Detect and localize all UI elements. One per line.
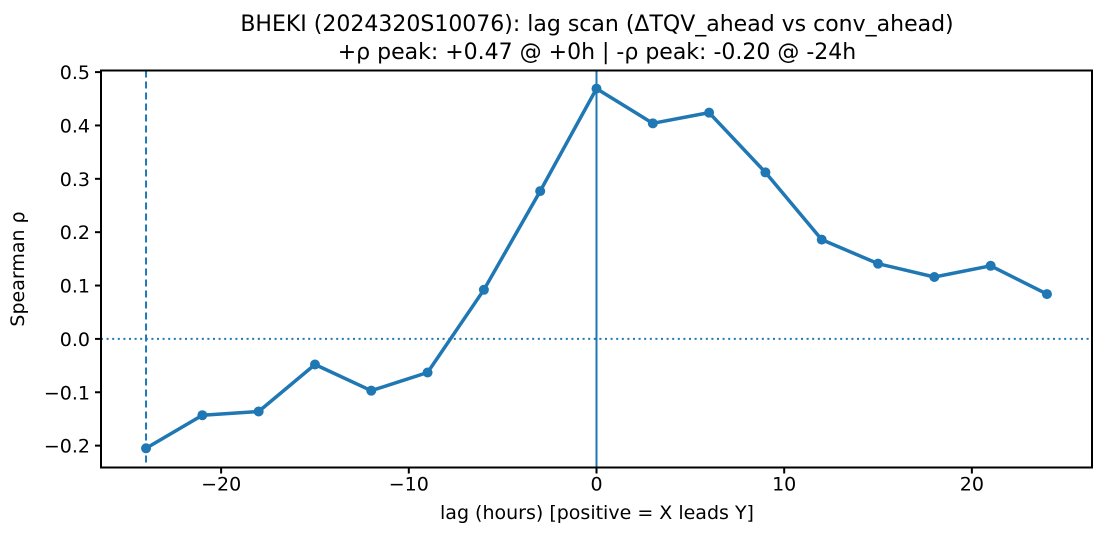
x-tick-label: −10 bbox=[389, 474, 429, 496]
y-tick-label: −0.1 bbox=[44, 382, 90, 404]
plot-area: −20 −10 0 10 20 −0.2 −0.1 0.0 0.1 0.2 0.3 0.4 0.5 bbox=[44, 62, 1093, 496]
chart-title: BHEKI (2024320S10076): lag scan (ΔTQV_ah… bbox=[240, 12, 953, 37]
y-tick-label: 0.0 bbox=[60, 329, 90, 351]
data-point-marker bbox=[1041, 289, 1052, 300]
y-tick-label: 0.5 bbox=[60, 62, 90, 84]
x-tick-label: 0 bbox=[590, 474, 602, 496]
data-point-marker bbox=[873, 258, 884, 269]
y-tick-label: −0.2 bbox=[44, 436, 90, 458]
x-axis-label: lag (hours) [positive = X leads Y] bbox=[440, 502, 754, 524]
data-point-marker bbox=[535, 186, 546, 197]
data-point-marker bbox=[478, 284, 489, 295]
data-point-marker bbox=[816, 234, 827, 245]
y-tick-label: 0.1 bbox=[60, 276, 90, 298]
data-point-marker bbox=[422, 367, 433, 378]
data-point-marker bbox=[253, 406, 264, 417]
data-point-marker bbox=[760, 167, 771, 178]
x-tick-label: 20 bbox=[960, 474, 984, 496]
x-tick-label: 10 bbox=[772, 474, 796, 496]
y-axis-label: Spearman ρ bbox=[7, 211, 29, 326]
data-point-marker bbox=[704, 107, 715, 118]
data-point-marker bbox=[929, 272, 940, 283]
data-point-marker bbox=[309, 359, 320, 370]
y-tick-label: 0.2 bbox=[60, 222, 90, 244]
y-tick-label: 0.3 bbox=[60, 169, 90, 191]
data-point-marker bbox=[647, 118, 658, 129]
data-point-marker bbox=[366, 385, 377, 396]
y-tick-label: 0.4 bbox=[60, 115, 90, 137]
data-point-marker bbox=[985, 260, 996, 271]
data-point-marker bbox=[197, 410, 208, 421]
data-point-marker bbox=[141, 443, 152, 454]
chart-subtitle: +ρ peak: +0.47 @ +0h | -ρ peak: -0.20 @ … bbox=[338, 40, 857, 65]
x-tick-label: −20 bbox=[201, 474, 241, 496]
data-point-marker bbox=[591, 83, 602, 94]
